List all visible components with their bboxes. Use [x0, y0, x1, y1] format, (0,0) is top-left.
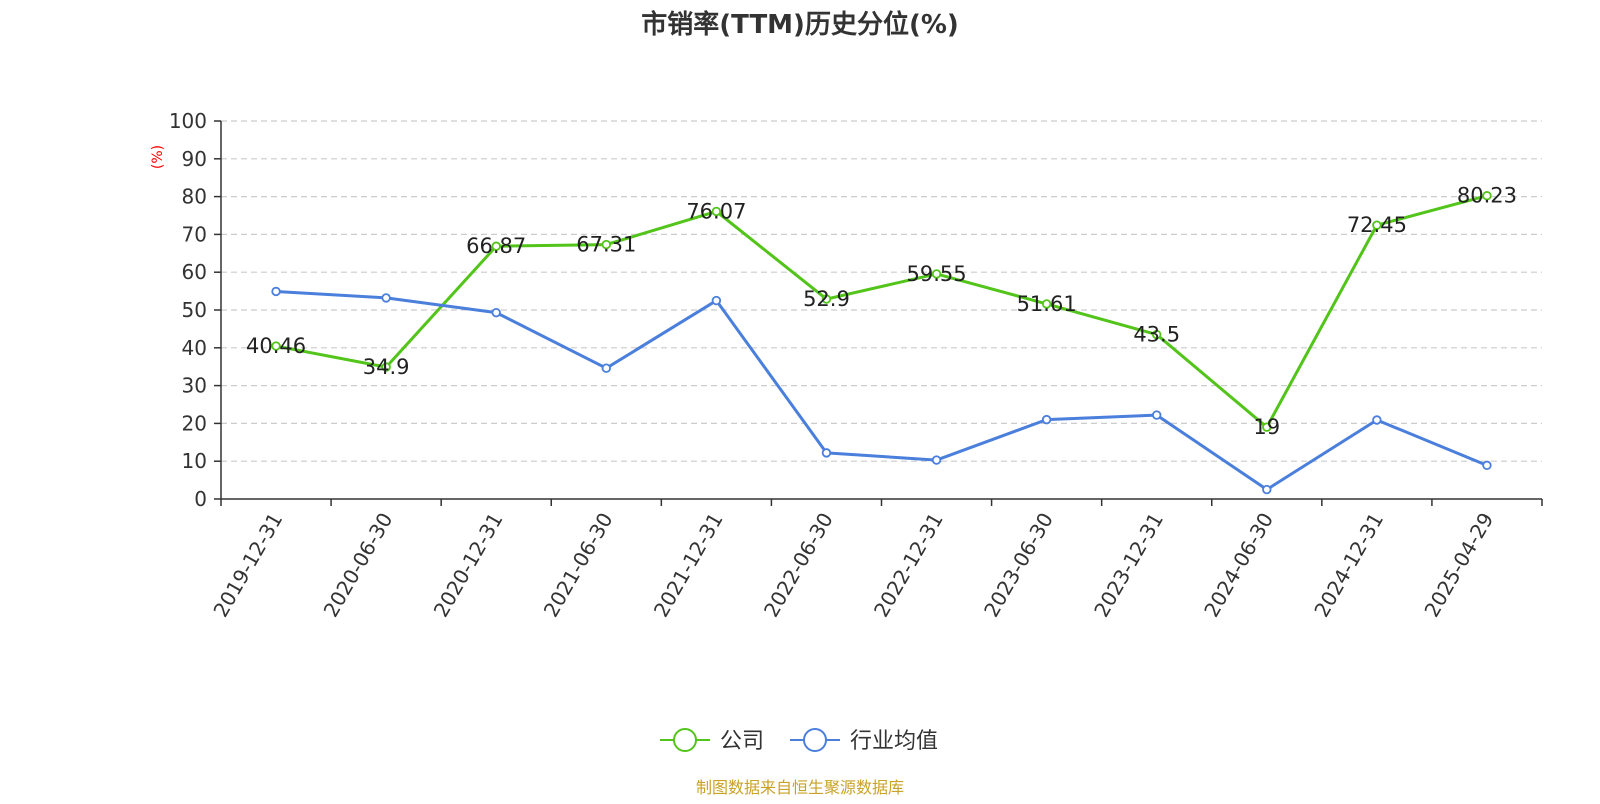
x-tick-label: 2020-12-31 [429, 509, 508, 622]
series-lines [271, 191, 1492, 495]
data-label: 66.87 [466, 234, 526, 258]
data-label: 51.61 [1017, 292, 1077, 316]
series-line-1 [275, 289, 1488, 492]
legend: 公司 行业均值 [660, 728, 938, 754]
legend-swatch-marker-0 [673, 728, 697, 752]
y-axis-label: (%) [150, 145, 166, 169]
series-1-point [1152, 410, 1162, 420]
y-tick-label: 50 [182, 298, 207, 322]
data-labels: 40.46 34.9 66.87 67.31 76.07 52.9 59.55 51.61 43… [246, 184, 1517, 439]
data-label: 52.9 [803, 287, 850, 311]
y-tick-label: 10 [182, 449, 207, 473]
x-tick-label: 2023-06-30 [979, 509, 1058, 622]
series-1-point [271, 286, 281, 297]
series-0-point [601, 239, 611, 250]
y-tick-label: 0 [194, 487, 207, 511]
series-1-point [821, 448, 832, 458]
series-0-point [931, 269, 942, 279]
data-label: 59.55 [906, 262, 966, 286]
series-0-point [381, 362, 391, 372]
data-label: 40.46 [246, 334, 306, 358]
legend-swatch-marker-1 [803, 728, 827, 752]
series-1-point [491, 307, 501, 318]
x-tick-label: 2024-12-31 [1309, 509, 1388, 622]
y-tick-label: 80 [182, 185, 207, 209]
series-0-point [711, 206, 722, 217]
y-tick-label: 60 [182, 260, 207, 284]
series-1-point [1482, 460, 1492, 471]
y-tick-label: 40 [182, 336, 207, 360]
y-tick-label: 30 [182, 374, 207, 398]
x-tick-label: 2023-12-31 [1089, 509, 1168, 622]
data-label: 19 [1253, 415, 1280, 439]
x-tick-label: 2024-06-30 [1199, 509, 1278, 622]
series-0-point [1262, 422, 1272, 432]
grid-lines [221, 120, 1542, 462]
series-0-point [491, 241, 501, 251]
data-label: 80.23 [1457, 184, 1517, 208]
series-1-point [931, 455, 942, 465]
series-0-point [1372, 220, 1382, 230]
series-0-point [1041, 299, 1052, 309]
x-tick-label: 2019-12-31 [208, 509, 287, 622]
data-label: 67.31 [576, 233, 636, 257]
series-1-point [1262, 484, 1272, 495]
data-label: 43.5 [1133, 323, 1180, 347]
source-note: 制图数据来自恒生聚源数据库 [696, 778, 904, 797]
series-0-point [1482, 191, 1492, 201]
x-tick-label: 2020-06-30 [319, 509, 398, 622]
x-tick-label: 2025-04-29 [1419, 509, 1498, 622]
series-0-point [1152, 329, 1162, 340]
chart-title: 市销率(TTM)历史分位(%) [641, 9, 959, 40]
y-tick-label: 70 [182, 222, 207, 246]
x-tick-label: 2022-06-30 [759, 509, 838, 622]
series-1-point [601, 363, 611, 373]
y-tick-label: 100 [169, 109, 207, 133]
legend-label-0: 公司 [720, 729, 764, 754]
data-label: 72.45 [1347, 213, 1407, 237]
legend-label-1: 行业均值 [850, 729, 938, 754]
series-0-point [821, 294, 832, 304]
series-0-point [271, 341, 281, 351]
series-1-point [711, 295, 722, 306]
y-tick-label: 90 [182, 147, 207, 171]
series-1-point [1372, 415, 1382, 425]
x-tick-label: 2022-12-31 [869, 509, 948, 622]
series-1-point [381, 293, 391, 303]
data-label: 34.9 [363, 355, 410, 379]
y-tick-label: 20 [182, 411, 207, 435]
data-label: 76.07 [686, 199, 746, 223]
x-tick-label: 2021-12-31 [649, 509, 728, 622]
x-tick-label: 2021-06-30 [539, 509, 618, 622]
series-1-point [1041, 414, 1052, 425]
series-line-0 [275, 194, 1488, 429]
